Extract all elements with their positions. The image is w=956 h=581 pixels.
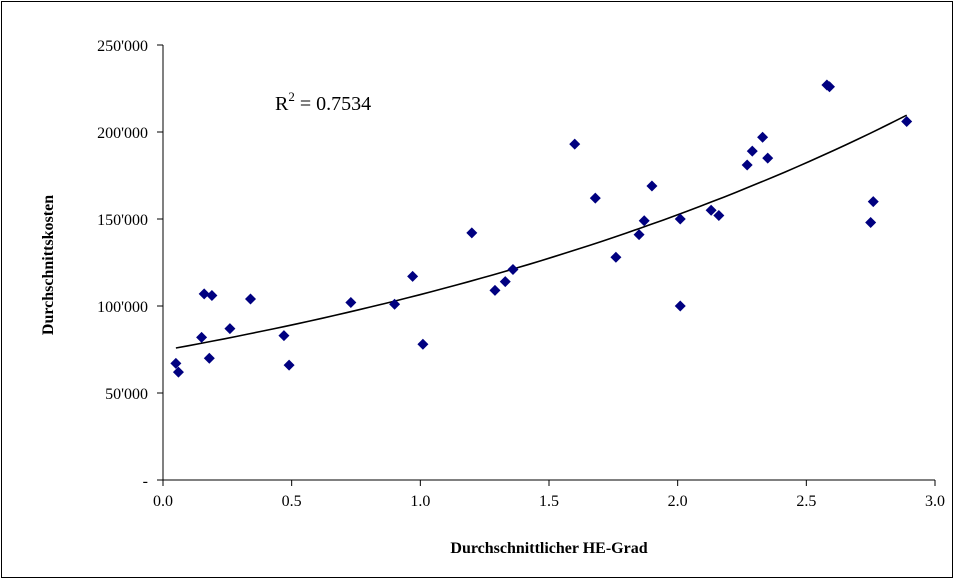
y-tick-label: -	[143, 473, 148, 490]
x-tick-label: 3.0	[925, 493, 945, 510]
y-axis-title: Durchschnittskosten	[40, 195, 57, 335]
data-point	[196, 331, 208, 343]
data-point	[674, 300, 686, 312]
data-point	[172, 366, 184, 378]
y-tick-label: 50'000	[105, 386, 148, 403]
trendline	[175, 114, 908, 349]
x-tick-label: 2.0	[668, 493, 688, 510]
data-point	[646, 180, 658, 192]
y-tick-label: 200'000	[97, 125, 148, 142]
x-tick-label: 0.0	[153, 493, 173, 510]
data-point	[638, 215, 650, 227]
r-squared-annotation: R2 = 0.7534	[275, 89, 371, 115]
data-point	[466, 227, 478, 239]
data-point	[417, 338, 429, 350]
x-ticks: 0.0 0.5 1.0 1.5 2.0 2.5 3.0	[153, 480, 945, 510]
x-tick-label: 1.5	[539, 493, 559, 510]
data-point	[170, 357, 182, 369]
x-axis-title: Durchschnittlicher HE-Grad	[450, 540, 647, 557]
data-point	[407, 270, 419, 282]
data-point	[244, 293, 256, 305]
data-point	[610, 251, 622, 263]
data-point	[705, 204, 717, 216]
data-point	[901, 116, 913, 128]
data-point	[713, 210, 725, 222]
data-point	[589, 192, 601, 204]
data-point	[741, 159, 753, 171]
data-point	[746, 145, 758, 157]
y-tick-label: 150'000	[97, 212, 148, 229]
r-value: = 0.7534	[295, 93, 371, 115]
y-tick-label: 250'000	[97, 38, 148, 55]
data-point	[569, 138, 581, 150]
data-point	[865, 216, 877, 228]
data-point	[489, 284, 501, 296]
data-point	[674, 213, 686, 225]
data-point	[283, 359, 295, 371]
x-tick-label: 1.0	[410, 493, 430, 510]
data-point	[867, 196, 879, 208]
data-point	[762, 152, 774, 164]
x-tick-label: 0.5	[282, 493, 302, 510]
data-point	[823, 81, 835, 93]
data-point	[757, 131, 769, 143]
data-points	[170, 79, 913, 378]
data-point	[507, 263, 519, 275]
data-point	[203, 352, 215, 364]
data-point	[633, 229, 645, 241]
r-exponent: 2	[288, 89, 295, 104]
data-point	[206, 290, 218, 302]
data-point	[345, 297, 357, 309]
y-tick-label: 100'000	[97, 299, 148, 316]
data-point	[278, 330, 290, 342]
data-point	[224, 323, 236, 335]
data-point	[389, 298, 401, 310]
y-ticks: - 50'000 100'000 150'000 200'000 250'000	[97, 38, 163, 490]
data-point	[499, 276, 511, 288]
trendline-group	[175, 114, 908, 349]
x-tick-label: 2.5	[796, 493, 816, 510]
r-label: R	[275, 93, 289, 115]
data-point	[198, 288, 210, 300]
